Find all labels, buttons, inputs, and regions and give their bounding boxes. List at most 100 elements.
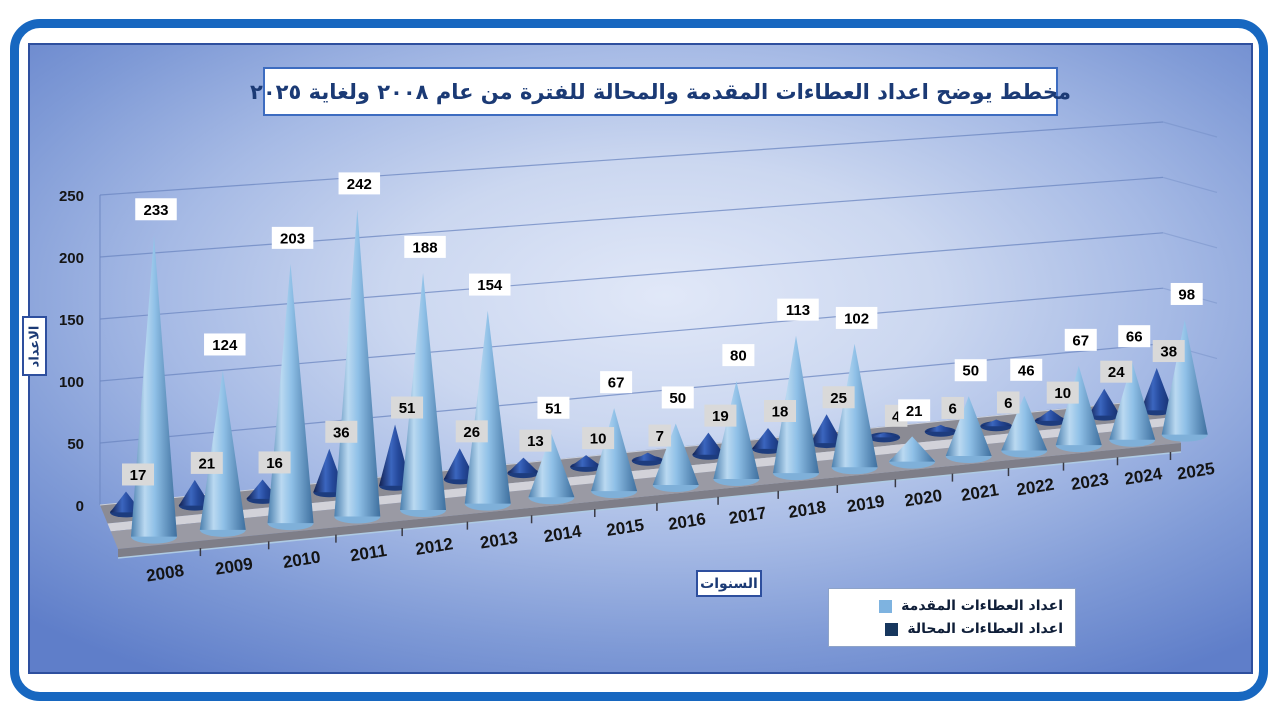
x-tick-label-2012: 2012	[414, 534, 454, 559]
label-referred-2009: 21	[198, 455, 215, 472]
cone-referred-2015	[570, 455, 603, 467]
label-submitted-2013: 154	[477, 277, 503, 294]
label-referred-2019-bg	[822, 386, 855, 409]
cone-submitted-2008	[131, 235, 177, 537]
label-referred-2021: 6	[949, 400, 957, 417]
label-referred-2014: 13	[527, 433, 544, 450]
label-referred-2010: 16	[266, 455, 283, 472]
label-submitted-2021-bg	[954, 359, 987, 382]
x-tick-label-2016: 2016	[667, 509, 707, 534]
cone-referred-2021	[924, 424, 957, 432]
label-submitted-2017-bg	[722, 344, 755, 367]
cone-referred-2023	[1034, 409, 1067, 421]
label-submitted-2015-bg	[600, 371, 633, 394]
label-referred-2015: 10	[590, 431, 607, 448]
y-tick-label-0: 0	[76, 498, 84, 515]
label-submitted-2020-bg	[898, 399, 931, 422]
label-submitted-2019-bg	[835, 306, 878, 329]
cone-submitted-2024	[1109, 362, 1156, 440]
label-referred-2011: 36	[333, 424, 350, 441]
label-submitted-2023-bg	[1064, 328, 1097, 351]
x-tick-label-2014: 2014	[542, 521, 583, 546]
label-referred-2024: 24	[1108, 364, 1125, 381]
label-referred-2019: 25	[830, 390, 847, 407]
gridline-100	[99, 287, 1164, 382]
x-tick-label-2013: 2013	[479, 528, 519, 553]
label-referred-2012-bg	[391, 396, 424, 419]
label-submitted-2022: 46	[1018, 362, 1035, 379]
chart-title-box: مخطط يوضح اعداد العطاءات المقدمة والمحال…	[250, 67, 1071, 116]
cone-submitted-2023	[1055, 365, 1102, 446]
cone-submitted-2014	[528, 433, 575, 498]
cone-submitted-2015	[591, 408, 638, 492]
gridline-250	[99, 121, 1164, 196]
x-tick-label-2020: 2020	[903, 486, 943, 511]
y-tick-label-200: 200	[59, 250, 84, 267]
legend-item-referred: اعداد العطاءات المحالة	[841, 621, 1063, 637]
cone-referred-2009	[178, 479, 211, 506]
label-referred-2012: 51	[399, 400, 416, 417]
label-referred-2020: 4	[892, 408, 901, 425]
label-submitted-2008-bg	[135, 198, 177, 221]
label-referred-2011-bg	[325, 420, 358, 443]
cone-submitted-2012	[400, 272, 447, 511]
label-submitted-2018-bg	[777, 298, 819, 321]
label-referred-2014-bg	[519, 429, 552, 452]
legend-item-submitted: اعداد العطاءات المقدمة	[841, 598, 1063, 614]
legend-swatch-submitted-icon	[879, 599, 893, 613]
cone-referred-2012	[379, 424, 412, 486]
label-submitted-2012-bg	[404, 235, 446, 258]
legend: اعداد العطاءات المقدمة اعداد العطاءات ال…	[828, 588, 1076, 647]
label-referred-2008: 17	[130, 467, 147, 484]
label-referred-2025-bg	[1152, 340, 1185, 363]
y-tick-label-250: 250	[59, 188, 84, 205]
x-tick-label-2011: 2011	[349, 541, 388, 566]
label-referred-2016: 7	[656, 428, 664, 445]
cone-referred-2022	[980, 419, 1013, 427]
cone-submitted-2017	[713, 381, 760, 479]
cone-submitted-2025	[1161, 319, 1208, 435]
legend-swatch-referred-icon	[885, 622, 899, 636]
cone-submitted-2020	[889, 436, 936, 462]
floor-front-skirt	[118, 443, 1181, 558]
legend-label-submitted: اعداد العطاءات المقدمة	[901, 598, 1063, 614]
label-submitted-2010-bg	[271, 226, 314, 249]
x-axis-title-box: السنوات	[696, 570, 762, 597]
x-tick-label-2015: 2015	[605, 515, 645, 540]
gridline-side-200	[1162, 176, 1218, 193]
label-referred-2016-bg	[648, 424, 672, 447]
x-axis-title: السنوات	[700, 575, 758, 592]
label-submitted-2019: 102	[844, 310, 869, 327]
y-axis-title-box: الاعداد	[22, 316, 47, 376]
label-referred-2010-bg	[258, 451, 291, 474]
label-submitted-2011: 242	[347, 176, 372, 193]
floor-front-edge-highlight	[117, 451, 1182, 559]
legend-label-referred: اعداد العطاءات المحالة	[907, 621, 1063, 637]
label-submitted-2024-bg	[1118, 325, 1151, 348]
label-submitted-2016: 50	[669, 390, 686, 407]
chart-title: مخطط يوضح اعداد العطاءات المقدمة والمحال…	[250, 79, 1071, 104]
label-submitted-2016-bg	[661, 386, 694, 409]
y-tick-label-100: 100	[59, 374, 84, 391]
x-tick-label-2025: 2025	[1176, 459, 1216, 484]
cone-submitted-2013	[464, 310, 511, 504]
x-tick-label-2018: 2018	[787, 497, 827, 522]
cone-submitted-2022	[1001, 395, 1048, 451]
y-tick-label-150: 150	[59, 312, 84, 329]
y-axis-title: الاعداد	[27, 325, 42, 367]
x-tick-label-2017: 2017	[727, 503, 767, 528]
cone-referred-2025	[1140, 368, 1173, 411]
label-referred-2018-bg	[764, 400, 796, 423]
gridline-side-250	[1162, 121, 1218, 138]
x-tick-label-2023: 2023	[1070, 469, 1110, 494]
label-submitted-2023: 67	[1072, 332, 1089, 349]
cone-submitted-2009	[199, 370, 246, 530]
label-submitted-2013-bg	[469, 273, 511, 296]
cone-submitted-2016	[652, 423, 699, 485]
cone-referred-2017	[692, 432, 725, 455]
label-referred-2009-bg	[190, 451, 223, 474]
label-submitted-2020: 21	[906, 403, 923, 420]
x-tick-label-2024: 2024	[1123, 464, 1164, 489]
